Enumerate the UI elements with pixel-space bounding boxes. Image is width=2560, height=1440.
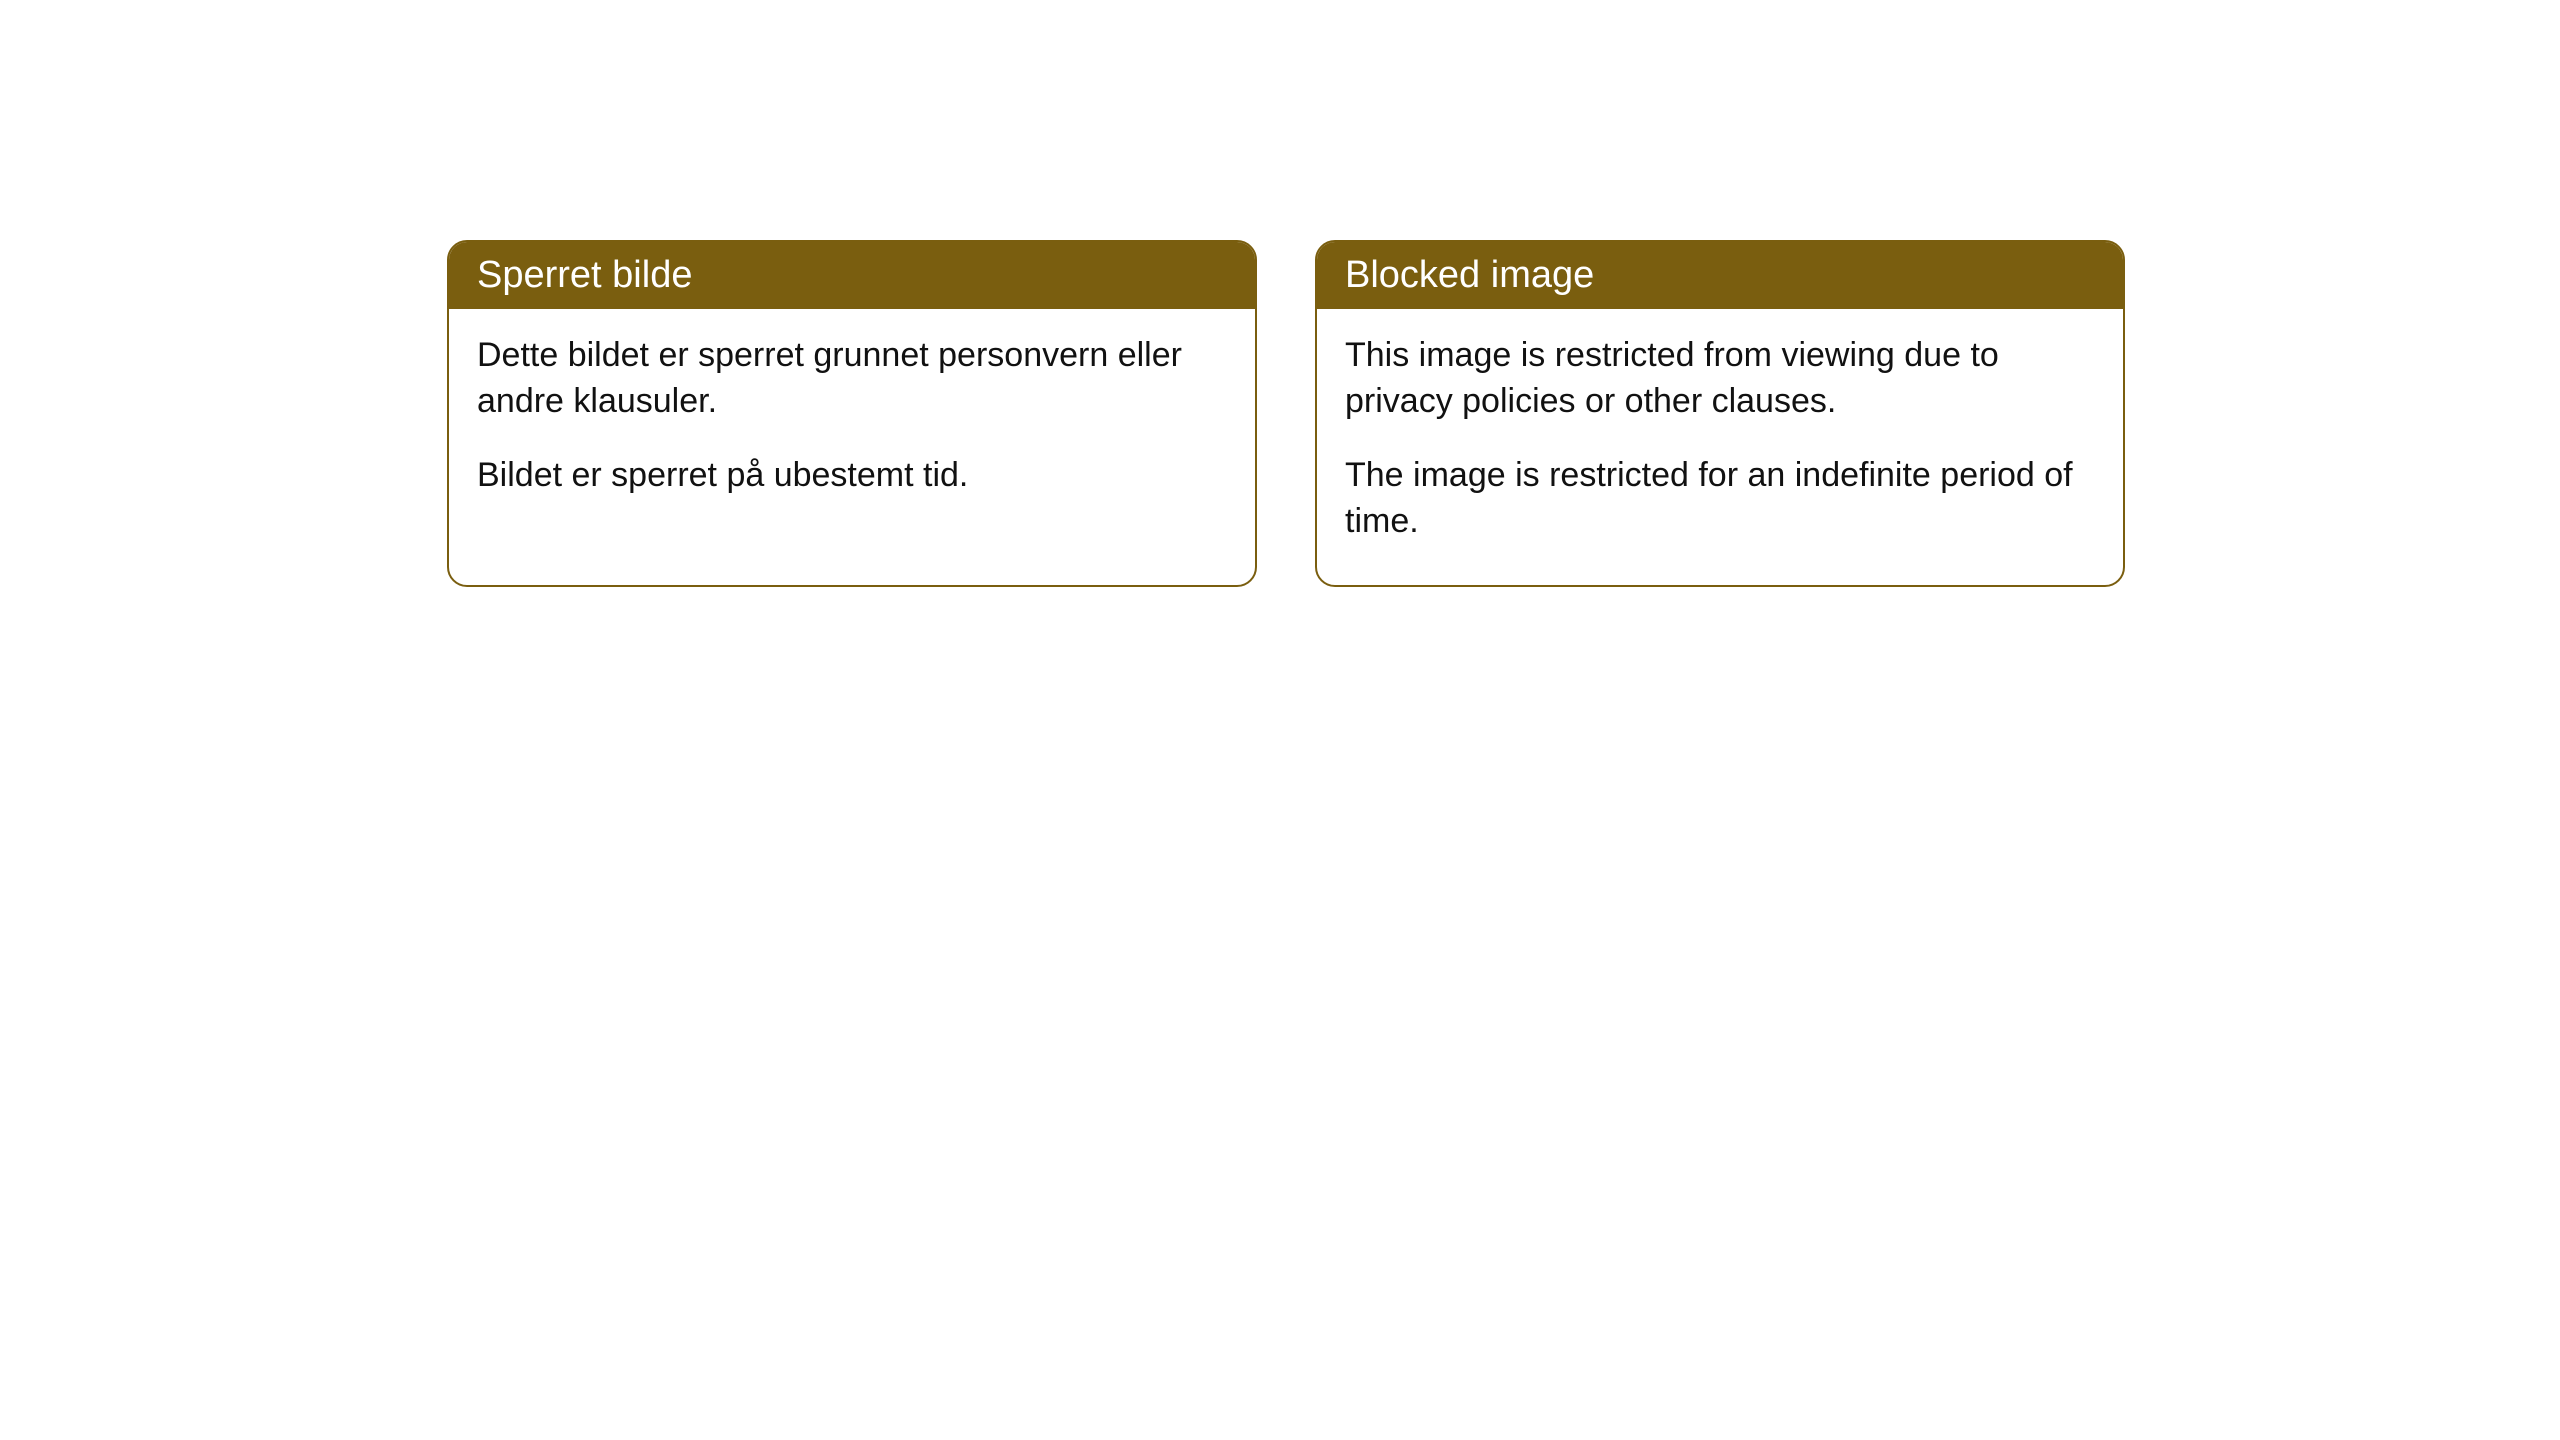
card-english: Blocked image This image is restricted f… xyxy=(1315,240,2125,587)
card-title: Sperret bilde xyxy=(477,254,692,296)
card-paragraph-2: The image is restricted for an indefinit… xyxy=(1345,453,2095,545)
card-title: Blocked image xyxy=(1345,254,1594,296)
card-header-english: Blocked image xyxy=(1317,242,2123,309)
card-paragraph-1: Dette bildet er sperret grunnet personve… xyxy=(477,333,1227,425)
card-paragraph-1: This image is restricted from viewing du… xyxy=(1345,333,2095,425)
card-norwegian: Sperret bilde Dette bildet er sperret gr… xyxy=(447,240,1257,587)
card-header-norwegian: Sperret bilde xyxy=(449,242,1255,309)
card-paragraph-2: Bildet er sperret på ubestemt tid. xyxy=(477,453,1227,499)
card-body-norwegian: Dette bildet er sperret grunnet personve… xyxy=(449,309,1255,539)
card-body-english: This image is restricted from viewing du… xyxy=(1317,309,2123,585)
cards-container: Sperret bilde Dette bildet er sperret gr… xyxy=(447,240,2125,587)
